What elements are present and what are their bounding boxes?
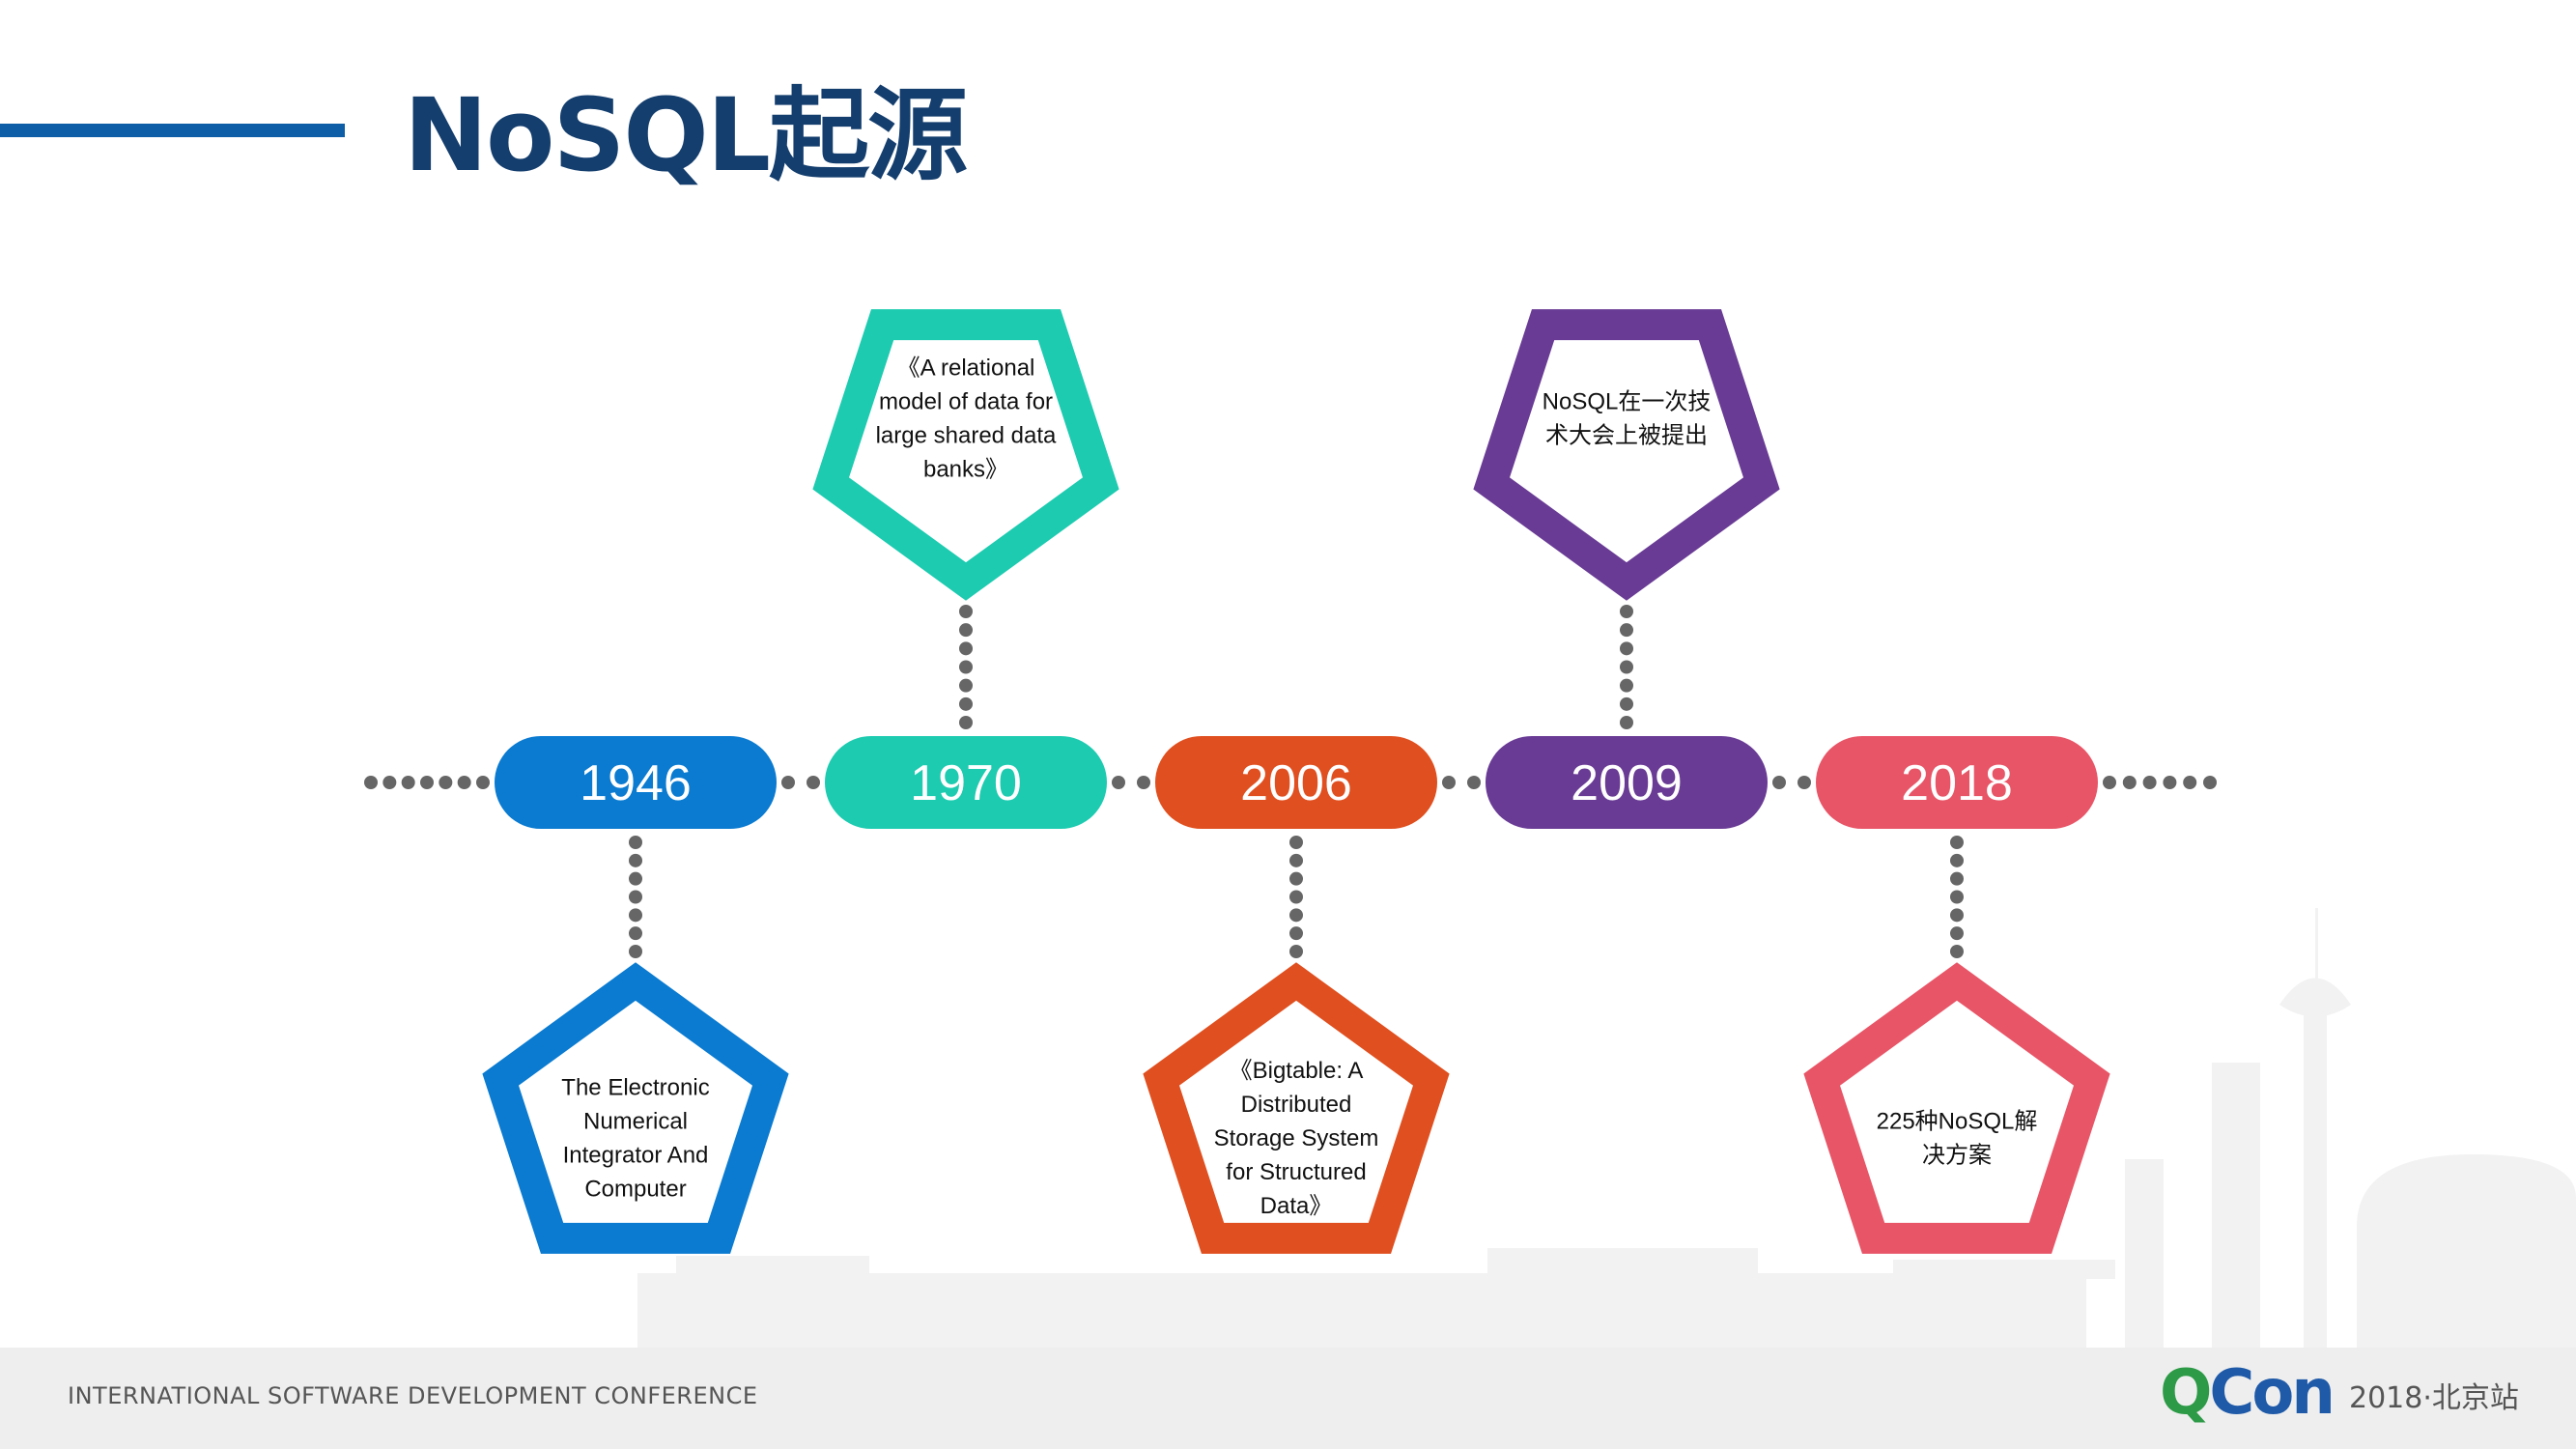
timeline-lead-dots — [401, 776, 415, 789]
vertical-connector-dots — [1289, 890, 1303, 904]
vertical-connector-dots — [629, 853, 642, 867]
timeline-connector-dots — [1798, 776, 1811, 789]
vertical-connector-dots — [959, 716, 973, 729]
vertical-connector-dots — [1620, 716, 1633, 729]
event-description-2018: 225种NoSQL解决方案 — [1877, 1109, 2038, 1169]
vertical-connector-dots — [629, 890, 642, 904]
timeline-tail-dots — [2163, 776, 2177, 789]
vertical-connector-dots — [1950, 926, 1964, 941]
event-pentagon-2018 — [1803, 962, 2110, 1254]
year-pill-1970 — [825, 736, 1107, 829]
vertical-connector-dots — [629, 836, 642, 849]
vertical-connector-dots — [959, 660, 973, 674]
timeline-tail-dots — [2203, 776, 2217, 789]
vertical-connector-dots — [959, 605, 973, 618]
vertical-connector-dots — [959, 641, 973, 656]
timeline-tail-dots — [2142, 776, 2157, 789]
timeline-connector-dots — [1467, 776, 1481, 789]
event-pentagon-2009 — [1473, 309, 1780, 601]
qcon-logo: QCon — [2160, 1357, 2335, 1429]
footer-bar — [0, 1348, 2576, 1449]
title-accent-bar — [0, 124, 345, 137]
year-pill-2018 — [1816, 736, 2098, 829]
timeline-tail-dots — [2103, 776, 2116, 789]
timeline-lead-dots — [457, 776, 471, 789]
event-description-2006: 《Bigtable: A Distributed Storage System for… — [1214, 1058, 1379, 1219]
year-pill-2006 — [1155, 736, 1437, 829]
vertical-connector-dots — [1289, 945, 1303, 958]
timeline-lead-dots — [439, 776, 453, 789]
vertical-connector-dots — [959, 678, 973, 693]
vertical-connector-dots — [1620, 678, 1633, 693]
vertical-connector-dots — [1289, 836, 1303, 849]
year-label-1946: 1946 — [580, 755, 692, 811]
vertical-connector-dots — [629, 926, 642, 941]
timeline-tail-dots — [2122, 776, 2137, 789]
vertical-connector-dots — [629, 871, 642, 886]
timeline-connector-dots — [781, 776, 795, 789]
page-title: NoSQL起源 — [404, 76, 968, 194]
vertical-connector-dots — [1950, 945, 1964, 958]
vertical-connector-dots — [959, 623, 973, 638]
timeline-connector-dots — [1137, 776, 1150, 789]
vertical-connector-dots — [1620, 641, 1633, 656]
event-description-1970: 《A relational model of data for large shar… — [876, 355, 1057, 483]
timeline-connector-dots — [1442, 776, 1456, 789]
timeline-lead-dots — [364, 776, 378, 789]
timeline-connector-dots — [1772, 776, 1786, 789]
vertical-connector-dots — [959, 696, 973, 711]
vertical-connector-dots — [1289, 853, 1303, 867]
timeline-tail-dots — [2183, 776, 2197, 789]
timeline-lead-dots — [382, 776, 397, 789]
year-label-2006: 2006 — [1240, 755, 1352, 811]
vertical-connector-dots — [1950, 890, 1964, 904]
event-pentagon-1946 — [482, 962, 789, 1254]
vertical-connector-dots — [1289, 926, 1303, 941]
vertical-connector-dots — [629, 908, 642, 923]
vertical-connector-dots — [1950, 853, 1964, 867]
event-pentagon-2006 — [1143, 962, 1450, 1254]
vertical-connector-dots — [1289, 908, 1303, 923]
vertical-connector-dots — [1620, 696, 1633, 711]
timeline-connector-dots — [807, 776, 820, 789]
vertical-connector-dots — [1620, 605, 1633, 618]
vertical-connector-dots — [629, 945, 642, 958]
vertical-connector-dots — [1950, 908, 1964, 923]
vertical-connector-dots — [1950, 836, 1964, 849]
vertical-connector-dots — [1620, 623, 1633, 638]
year-label-1970: 1970 — [910, 755, 1022, 811]
footer-conference-text: INTERNATIONAL SOFTWARE DEVELOPMENT CONFE… — [68, 1382, 758, 1409]
year-label-2018: 2018 — [1901, 755, 2013, 811]
qcon-edition-text: 2018·北京站 — [2349, 1381, 2519, 1415]
event-description-1946: The Electronic Numerical Integrator And Com… — [561, 1075, 709, 1203]
timeline-connector-dots — [1112, 776, 1125, 789]
year-pill-1946 — [495, 736, 777, 829]
timeline-lead-dots — [420, 776, 434, 789]
year-pill-2009 — [1486, 736, 1768, 829]
year-label-2009: 2009 — [1571, 755, 1683, 811]
event-pentagon-1970 — [812, 309, 1119, 601]
vertical-connector-dots — [1289, 871, 1303, 886]
event-description-2009: NoSQL在一次技术大会上被提出 — [1543, 389, 1712, 449]
vertical-connector-dots — [1620, 660, 1633, 674]
timeline-lead-dots — [476, 776, 490, 789]
vertical-connector-dots — [1950, 871, 1964, 886]
